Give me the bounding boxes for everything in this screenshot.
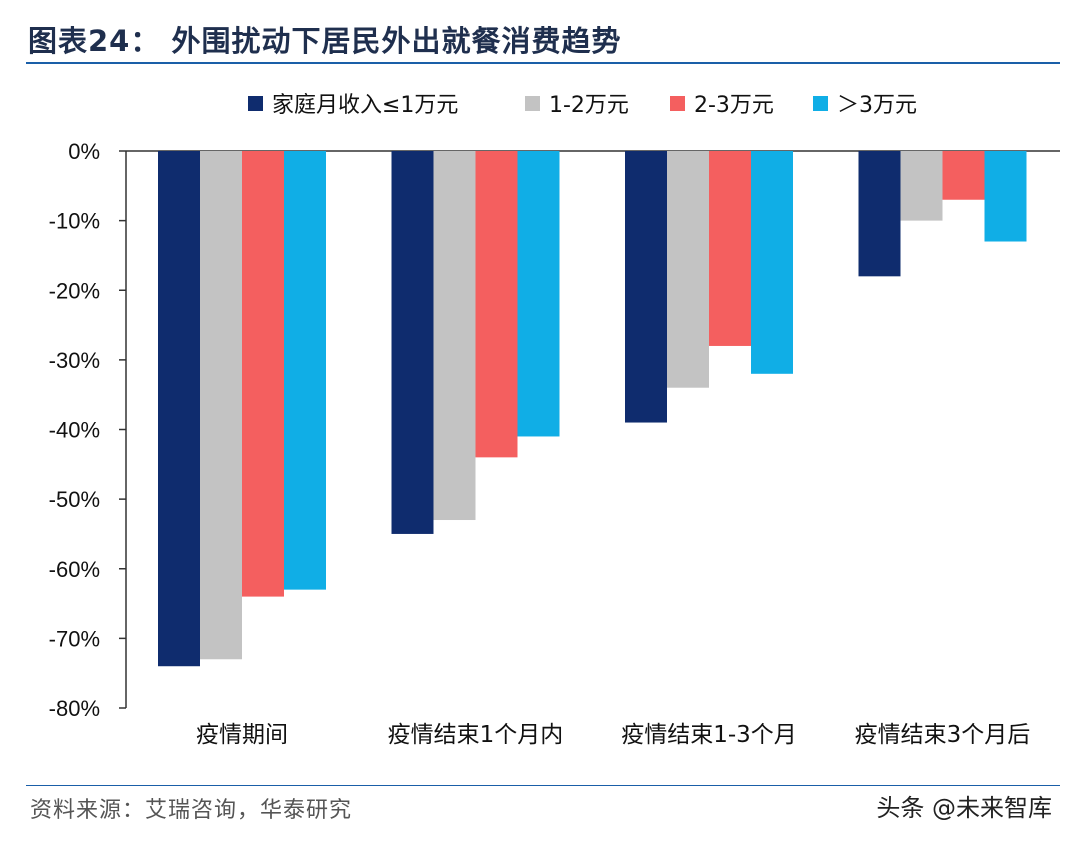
- source-note: 资料来源：艾瑞咨询，华泰研究: [30, 798, 353, 823]
- legend-label: ＞3万元: [837, 93, 917, 118]
- bar-chart: 0% -10% -20% -30% -40% -50% -60% -70% -80% 疫情期间 疫情…: [49, 93, 1060, 748]
- legend-label: 1-2万元: [549, 93, 629, 118]
- bar: [709, 151, 751, 346]
- y-tick-label: -50%: [49, 487, 100, 512]
- y-tick-label: -60%: [49, 557, 100, 582]
- bar: [667, 151, 709, 388]
- legend-swatch: [670, 96, 685, 111]
- legend-label: 2-3万元: [694, 93, 774, 118]
- bar: [242, 151, 284, 597]
- legend-swatch: [248, 96, 263, 111]
- bar: [284, 151, 326, 590]
- watermark-text: 头条 @未来智库: [876, 794, 1052, 822]
- y-tick-label: -30%: [49, 348, 100, 373]
- y-tick-label: -70%: [49, 626, 100, 651]
- bar: [942, 151, 985, 200]
- bar: [625, 151, 667, 423]
- y-tick-label: -40%: [49, 418, 100, 443]
- bar: [391, 151, 434, 534]
- bar: [900, 151, 943, 221]
- legend-label: 家庭月收入≤1万元: [272, 93, 458, 118]
- y-tick-label: -80%: [49, 696, 100, 721]
- y-tick-label: -10%: [49, 209, 100, 234]
- bar: [517, 151, 560, 437]
- bar: [200, 151, 242, 660]
- footer-divider: [26, 785, 1060, 786]
- category-label: 疫情结束1个月内: [388, 722, 564, 748]
- category-label: 疫情期间: [196, 722, 288, 748]
- y-tick-label: -20%: [49, 278, 100, 303]
- bar: [984, 151, 1027, 242]
- bar: [858, 151, 901, 277]
- watermark: 头条 @未来智库: [876, 788, 1052, 823]
- legend-swatch: [525, 96, 540, 111]
- title-divider: [26, 62, 1060, 64]
- bar: [475, 151, 518, 458]
- legend-swatch: [813, 96, 828, 111]
- bar: [158, 151, 200, 667]
- bar: [751, 151, 793, 374]
- category-label: 疫情结束1-3个月: [621, 722, 797, 748]
- category-label: 疫情结束3个月后: [855, 722, 1031, 748]
- chart-title: 图表24： 外围扰动下居民外出就餐消费趋势: [28, 24, 622, 58]
- y-tick-label: 0%: [68, 139, 100, 164]
- bar: [433, 151, 476, 521]
